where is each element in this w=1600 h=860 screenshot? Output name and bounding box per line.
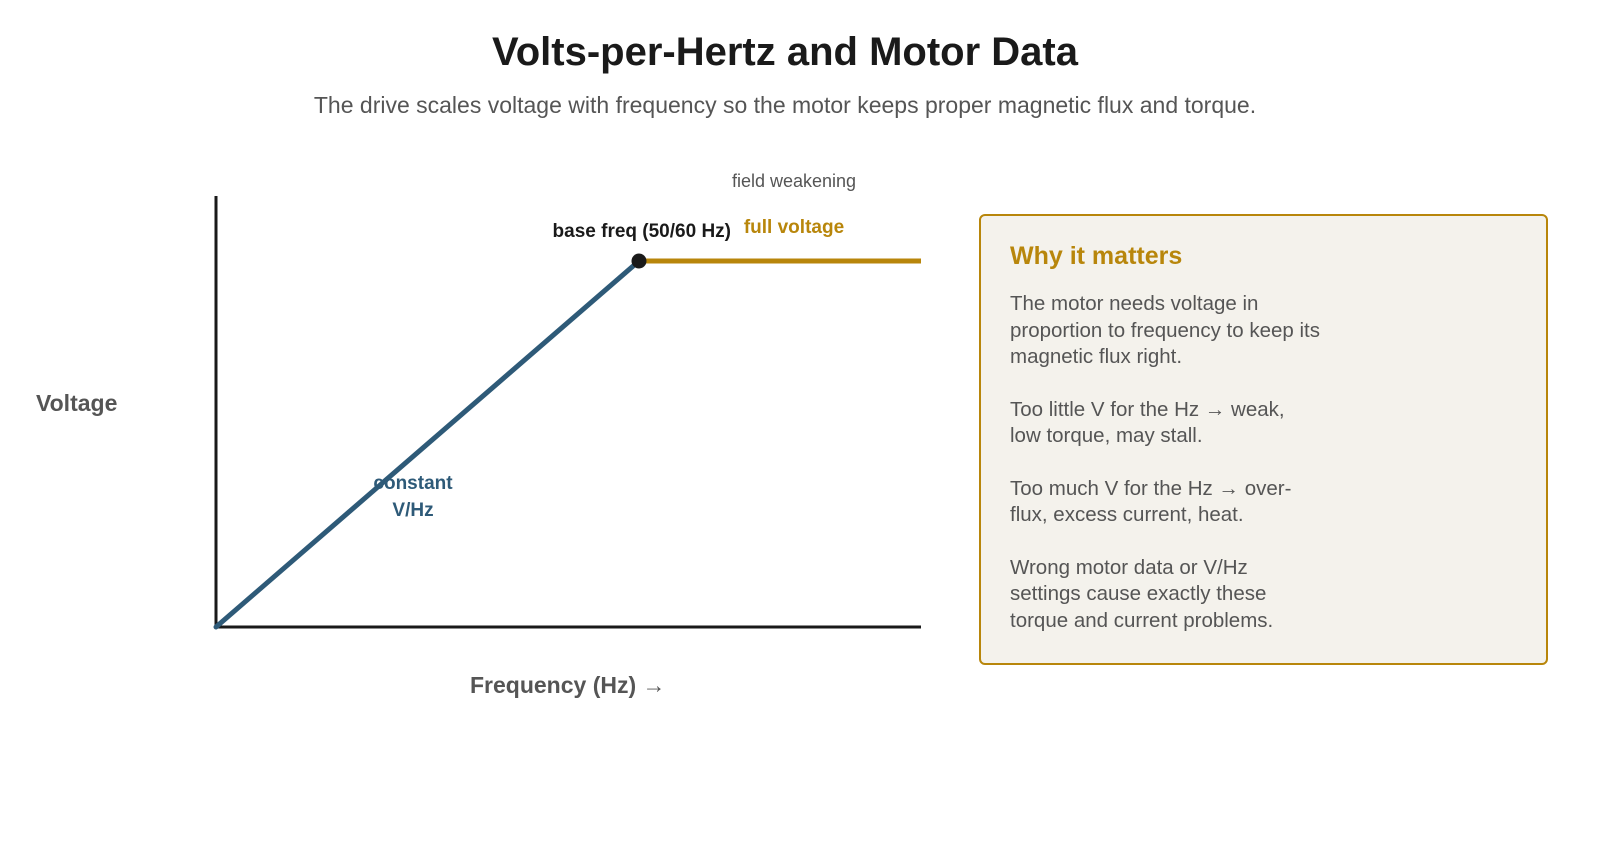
base-frequency-point <box>631 253 647 269</box>
vhz-diagram: field weakening base freq (50/60 Hz) ful… <box>213 171 921 630</box>
why-it-matters-panel: Why it matters The motor needs voltage i… <box>979 214 1548 665</box>
constant-vhz-label-line2: V/Hz <box>392 500 433 521</box>
full-voltage-label: full voltage <box>744 217 844 238</box>
page-subtitle: The drive scales voltage with frequency … <box>313 92 1257 118</box>
panel-title: Why it matters <box>1010 242 1183 270</box>
constant-vhz-line <box>213 258 642 630</box>
field-weakening-label: field weakening <box>732 171 856 191</box>
panel-paragraph: Wrong motor data or V/Hz settings cause … <box>1010 555 1274 632</box>
panel-paragraph: Too much V for the Hz → over-flux, exces… <box>1010 476 1292 527</box>
frequency-axis-label: Frequency (Hz) → <box>470 672 666 698</box>
panel-paragraph: Too little V for the Hz → weak, low torq… <box>1010 397 1285 448</box>
base-frequency-label: base freq (50/60 Hz) <box>553 221 731 242</box>
panel-paragraph: The motor needs voltage in proportion to… <box>1010 292 1320 368</box>
page-title: Volts-per-Hertz and Motor Data <box>492 30 1078 74</box>
constant-vhz-label-line1: constant <box>373 473 453 494</box>
voltage-axis-label: Voltage <box>36 390 118 416</box>
